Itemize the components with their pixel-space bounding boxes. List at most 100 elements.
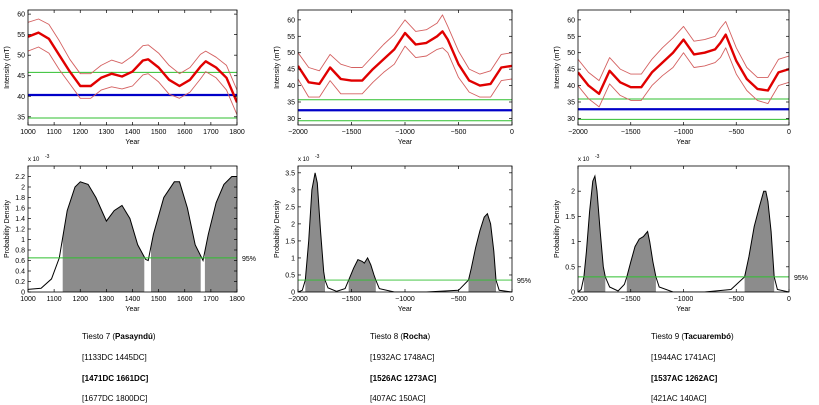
x-tick-label: −500 <box>728 129 744 136</box>
y-tick-label: 3.5 <box>285 170 295 177</box>
y-tick-label: 35 <box>287 100 295 107</box>
y-tick-label: 2 <box>571 189 575 196</box>
y-axis-label: Intensity (mT) <box>554 46 561 89</box>
x-tick-label: 0 <box>787 296 791 303</box>
caption-site-name: Pasayndú <box>115 332 153 341</box>
y-tick-label: 40 <box>567 83 575 90</box>
caption-tiesto-7-title: Tiesto 7 (Pasayndú) <box>82 332 156 342</box>
y-tick-label: 1 <box>571 239 575 246</box>
density-curve <box>28 176 237 290</box>
x-tick-label: −1500 <box>621 129 641 136</box>
x-tick-label: 1500 <box>151 129 167 136</box>
y-tick-label: 2.2 <box>15 174 25 181</box>
caption-tiesto-7-interval-2: [1471DC 1661DC] <box>82 374 149 383</box>
caption-tiesto-7-interval-1: [1133DC 1445DC] <box>82 353 147 362</box>
plot-area <box>578 21 789 120</box>
x-axis-label: Year <box>125 306 140 313</box>
y-tick-label: 30 <box>287 116 295 123</box>
y-tick-label: 45 <box>567 67 575 74</box>
caption-tiesto-7-interval-3: [1677DC 1800DC] <box>82 394 148 403</box>
x-tick-label: −1500 <box>621 296 641 303</box>
y-tick-label: 45 <box>287 67 295 74</box>
x-tick-label: 1600 <box>177 129 193 136</box>
threshold-label: 95% <box>517 278 531 285</box>
y-scale-factor: x 10 <box>298 157 310 163</box>
x-tick-label: 1000 <box>20 296 36 303</box>
x-axis-label: Year <box>398 306 413 313</box>
plot-area <box>28 176 237 292</box>
caption-tiesto-9-interval-3: [421AC 140AC] <box>651 394 707 403</box>
y-scale-factor: x 10 <box>28 157 40 163</box>
y-tick-label: 0.6 <box>15 258 25 265</box>
interval-area-1 <box>62 181 145 292</box>
y-axis-label: Intensity (mT) <box>274 46 281 89</box>
caption-title-prefix: Tiesto 8 ( <box>370 332 404 341</box>
x-tick-label: −1000 <box>674 296 694 303</box>
y-tick-label: 1.4 <box>15 216 25 223</box>
y-tick-label: 0.4 <box>15 269 25 276</box>
intensity-panel-2: −2000 −1500 −1000 −500 0 30 35 40 45 50 55 60 Year In… <box>274 9 514 146</box>
y-tick-label: 1 <box>291 255 295 262</box>
x-tick-label: 1700 <box>203 129 219 136</box>
y-tick-label: 55 <box>287 34 295 41</box>
y-tick-label: 45 <box>17 73 25 80</box>
upper-bound-curve <box>298 14 512 75</box>
y-tick-label: 1.5 <box>565 214 575 221</box>
y-tick-label: 30 <box>567 116 575 123</box>
y-tick-label: 0 <box>571 290 575 297</box>
plot-area <box>298 172 512 292</box>
plot-area <box>298 14 512 122</box>
x-tick-label: −500 <box>728 296 744 303</box>
x-tick-label: 1200 <box>72 296 88 303</box>
y-tick-label: 0.8 <box>15 248 25 255</box>
y-axis-label: Probability Density <box>4 200 11 258</box>
x-tick-label: −1000 <box>674 129 694 136</box>
x-tick-label: −2000 <box>288 129 308 136</box>
upper-bound-curve <box>28 18 237 91</box>
y-tick-label: 1.5 <box>285 238 295 245</box>
axes-frame <box>577 9 790 126</box>
y-tick-label: 0.5 <box>285 272 295 279</box>
y-tick-label: 50 <box>567 50 575 57</box>
y-tick-label: 0 <box>21 290 25 297</box>
x-tick-label: −2000 <box>568 296 588 303</box>
caption-tiesto-8-interval-3: [407AC 150AC] <box>370 394 426 403</box>
x-tick-label: 1300 <box>99 296 115 303</box>
interval-area-2 <box>151 181 201 292</box>
x-tick-label: 1600 <box>177 296 193 303</box>
mean-curve <box>578 33 789 96</box>
y-tick-label: 40 <box>17 94 25 101</box>
intensity-panel-3: −2000 −1500 −1000 −500 0 30 35 40 45 50 55 60 Year In… <box>554 9 791 146</box>
caption-title-prefix: Tiesto 7 ( <box>82 332 116 341</box>
x-tick-label: 1500 <box>151 296 167 303</box>
x-tick-label: 1000 <box>20 129 36 136</box>
x-tick-label: 0 <box>787 129 791 136</box>
lower-bound-curve <box>298 45 512 98</box>
x-tick-label: 0 <box>510 129 514 136</box>
x-tick-label: −1000 <box>395 296 415 303</box>
interval-area-1 <box>305 172 325 292</box>
plot-area <box>28 18 237 119</box>
y-tick-label: 2 <box>21 185 25 192</box>
y-tick-label: 50 <box>287 50 295 57</box>
interval-area-2 <box>348 257 376 292</box>
caption-site-name: Rocha <box>403 332 428 341</box>
density-panel-3: 95% x 10 -3 −2000 −1500 −1000 −500 0 0 0.5 1 1.5 2 Ye… <box>554 154 808 313</box>
y-tick-label: 2.5 <box>285 204 295 211</box>
caption-tiesto-9-interval-2: [1537AC 1262AC] <box>651 374 718 383</box>
y-tick-label: 40 <box>287 83 295 90</box>
x-tick-label: 1100 <box>47 296 62 303</box>
density-panel-1: 95% x 10 -3 1000 1100 1200 1300 1400 1500 1600 170… <box>4 154 256 313</box>
x-tick-label: 1400 <box>125 129 141 136</box>
caption-title-suffix: ) <box>731 332 734 341</box>
y-scale-factor: x 10 <box>578 157 590 163</box>
threshold-label: 95% <box>242 256 256 263</box>
y-tick-label: 3 <box>291 187 295 194</box>
interval-area-3 <box>744 191 775 292</box>
y-tick-label: 1.6 <box>15 206 25 213</box>
y-scale-exponent: -3 <box>45 154 50 160</box>
x-tick-label: 1200 <box>72 129 88 136</box>
upper-bound-curve <box>578 21 789 82</box>
intensity-panel-1: 1000 1100 1200 1300 1400 1500 1600 1700 1800 35 40… <box>4 9 245 146</box>
